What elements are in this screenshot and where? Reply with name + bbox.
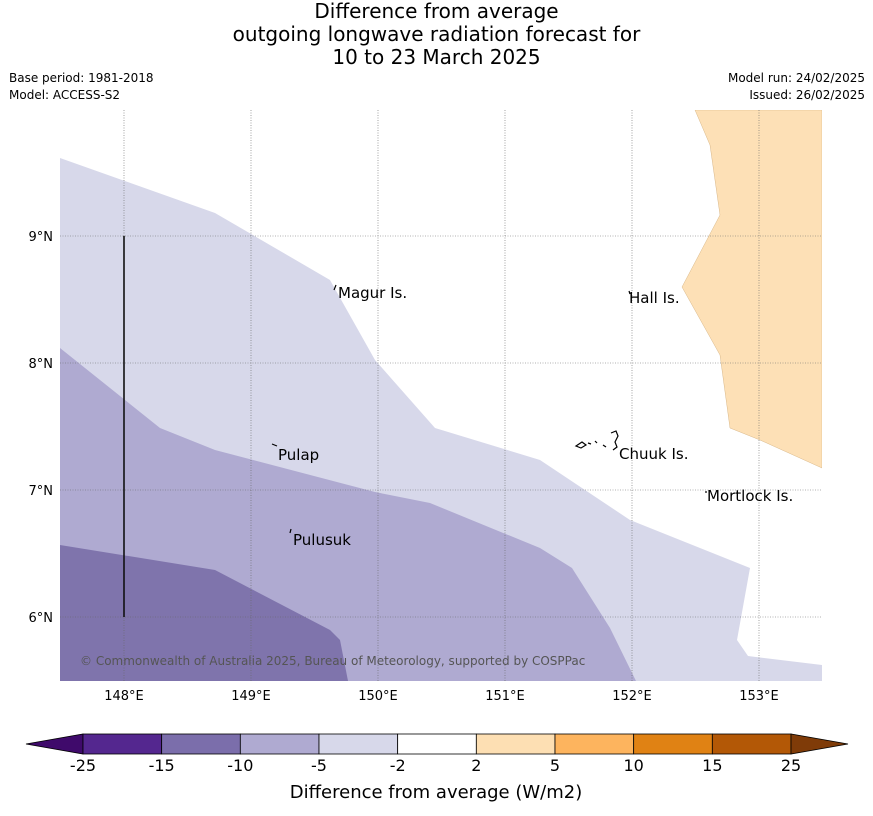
colorbar-tick-label: 25 <box>781 756 801 775</box>
lon-label-150: 150°E <box>358 689 398 704</box>
colorbar-label: Difference from average (W/m2) <box>290 782 582 803</box>
colorbar-tick-label: 15 <box>702 756 722 775</box>
colorbar-tick-label: 5 <box>550 756 560 775</box>
lat-label-6n: 6°N <box>29 611 54 626</box>
contour-minus15-to-minus10 <box>60 545 348 681</box>
lat-label-7n: 7°N <box>29 484 54 499</box>
islands <box>271 284 707 534</box>
longitude-labels: 148°E 149°E 150°E 151°E 152°E 153°E <box>104 689 779 704</box>
title-line-1: Difference from average <box>314 0 559 23</box>
meta-right: Model run: 24/02/2025 Issued: 26/02/2025 <box>728 70 865 104</box>
model-run: Model run: 24/02/2025 <box>727 71 865 85</box>
place-label-mortlock: Mortlock Is. <box>707 487 793 505</box>
colorbar-segment <box>711 733 792 755</box>
copyright-notice: © Commonwealth of Australia 2025, Bureau… <box>80 654 585 668</box>
meta-left: Base period: 1981-2018 Model: ACCESS-S2 <box>9 70 154 104</box>
colorbar-tick-label: 2 <box>471 756 481 775</box>
colorbar-tick-label: -5 <box>311 756 327 775</box>
colorbar-segment <box>475 733 556 755</box>
hall-island-shape <box>628 290 631 295</box>
chart-title: Difference from average outgoing longwav… <box>0 0 873 69</box>
colorbar-segment <box>318 733 399 755</box>
issued-date: Issued: 26/02/2025 <box>749 88 865 102</box>
chuuk-island-shape <box>574 430 619 451</box>
lon-label-152: 152°E <box>612 689 652 704</box>
contour-2-to-5 <box>681 110 822 469</box>
colorbar-tick-label: -10 <box>227 756 253 775</box>
lat-label-8n: 8°N <box>29 357 54 372</box>
pulap-island-shape <box>271 443 278 447</box>
title-line-2: outgoing longwave radiation forecast for <box>232 22 641 46</box>
colorbar-tick-label: -2 <box>390 756 406 775</box>
place-label-magur: Magur Is. <box>338 284 407 302</box>
lon-label-148: 148°E <box>104 689 144 704</box>
pulusuk-island-shape <box>289 528 292 534</box>
place-label-pulap: Pulap <box>278 446 319 464</box>
colorbar-extend-high <box>790 733 849 755</box>
colorbar-tick-label: -15 <box>149 756 175 775</box>
colorbar-segment <box>633 733 713 755</box>
lon-label-153: 153°E <box>739 689 779 704</box>
colorbar-tick-label: -25 <box>70 756 96 775</box>
colorbar-segment <box>554 733 635 755</box>
colorbar-segment <box>161 733 241 755</box>
place-label-chuuk: Chuuk Is. <box>619 445 688 463</box>
lat-label-9n: 9°N <box>29 230 54 245</box>
place-labels: Magur Is. Hall Is. Pulap Chuuk Is. Mortl… <box>278 284 793 549</box>
colorbar-segment <box>397 733 477 755</box>
lon-label-149: 149°E <box>231 689 271 704</box>
base-period: Base period: 1981-2018 <box>9 71 154 85</box>
place-label-pulusuk: Pulusuk <box>293 531 351 549</box>
magur-island-shape <box>333 284 337 291</box>
model-name: Model: ACCESS-S2 <box>9 88 121 102</box>
place-label-hall: Hall Is. <box>629 289 680 307</box>
lon-label-151: 151°E <box>485 689 525 704</box>
colorbar-extend-low <box>25 733 84 755</box>
latitude-labels: 9°N 8°N 7°N 6°N <box>29 230 54 626</box>
anomaly-field <box>60 110 822 681</box>
title-line-3: 10 to 23 March 2025 <box>332 45 541 69</box>
colorbar-segment <box>82 733 163 755</box>
colorbar: -25 -15 -10 -5 -2 2 5 10 15 25 <box>25 733 849 775</box>
colorbar-segment <box>239 733 320 755</box>
colorbar-tick-label: 10 <box>623 756 643 775</box>
